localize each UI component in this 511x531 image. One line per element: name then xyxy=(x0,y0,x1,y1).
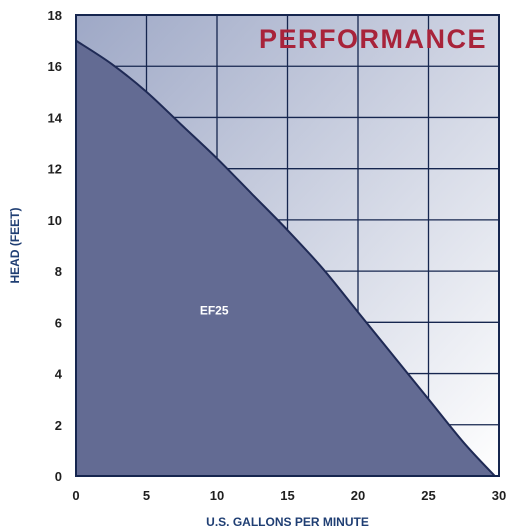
series-label-ef25: EF25 xyxy=(200,304,229,318)
y-tick-label-18: 18 xyxy=(48,8,62,23)
y-tick-label-4: 4 xyxy=(55,367,63,382)
series-curve-ef25 xyxy=(75,39,496,477)
x-tick-labels: 0 5 10 15 20 25 30 xyxy=(72,488,506,503)
y-tick-label-8: 8 xyxy=(55,264,62,279)
x-axis-title: U.S. GALLONS PER MINUTE xyxy=(206,515,369,529)
y-tick-label-0: 0 xyxy=(55,469,62,484)
x-tick-label-25: 25 xyxy=(421,488,435,503)
x-tick-label-30: 30 xyxy=(492,488,506,503)
series-area-ef25 xyxy=(76,40,495,476)
x-tick-label-10: 10 xyxy=(210,488,224,503)
y-tick-label-16: 16 xyxy=(48,59,62,74)
y-tick-labels: 0 2 4 6 8 10 12 14 16 18 xyxy=(48,8,63,484)
y-axis-title: HEAD (FEET) xyxy=(8,208,22,284)
y-tick-label-14: 14 xyxy=(48,110,63,125)
x-tick-label-0: 0 xyxy=(72,488,79,503)
y-tick-label-2: 2 xyxy=(55,418,62,433)
y-tick-label-10: 10 xyxy=(48,213,62,228)
chart-title: PERFORMANCE xyxy=(259,24,487,54)
x-tick-label-20: 20 xyxy=(351,488,365,503)
y-tick-label-6: 6 xyxy=(55,315,62,330)
y-tick-label-12: 12 xyxy=(48,162,62,177)
x-tick-label-5: 5 xyxy=(143,488,150,503)
plot-frame xyxy=(75,14,500,477)
x-tick-label-15: 15 xyxy=(280,488,294,503)
